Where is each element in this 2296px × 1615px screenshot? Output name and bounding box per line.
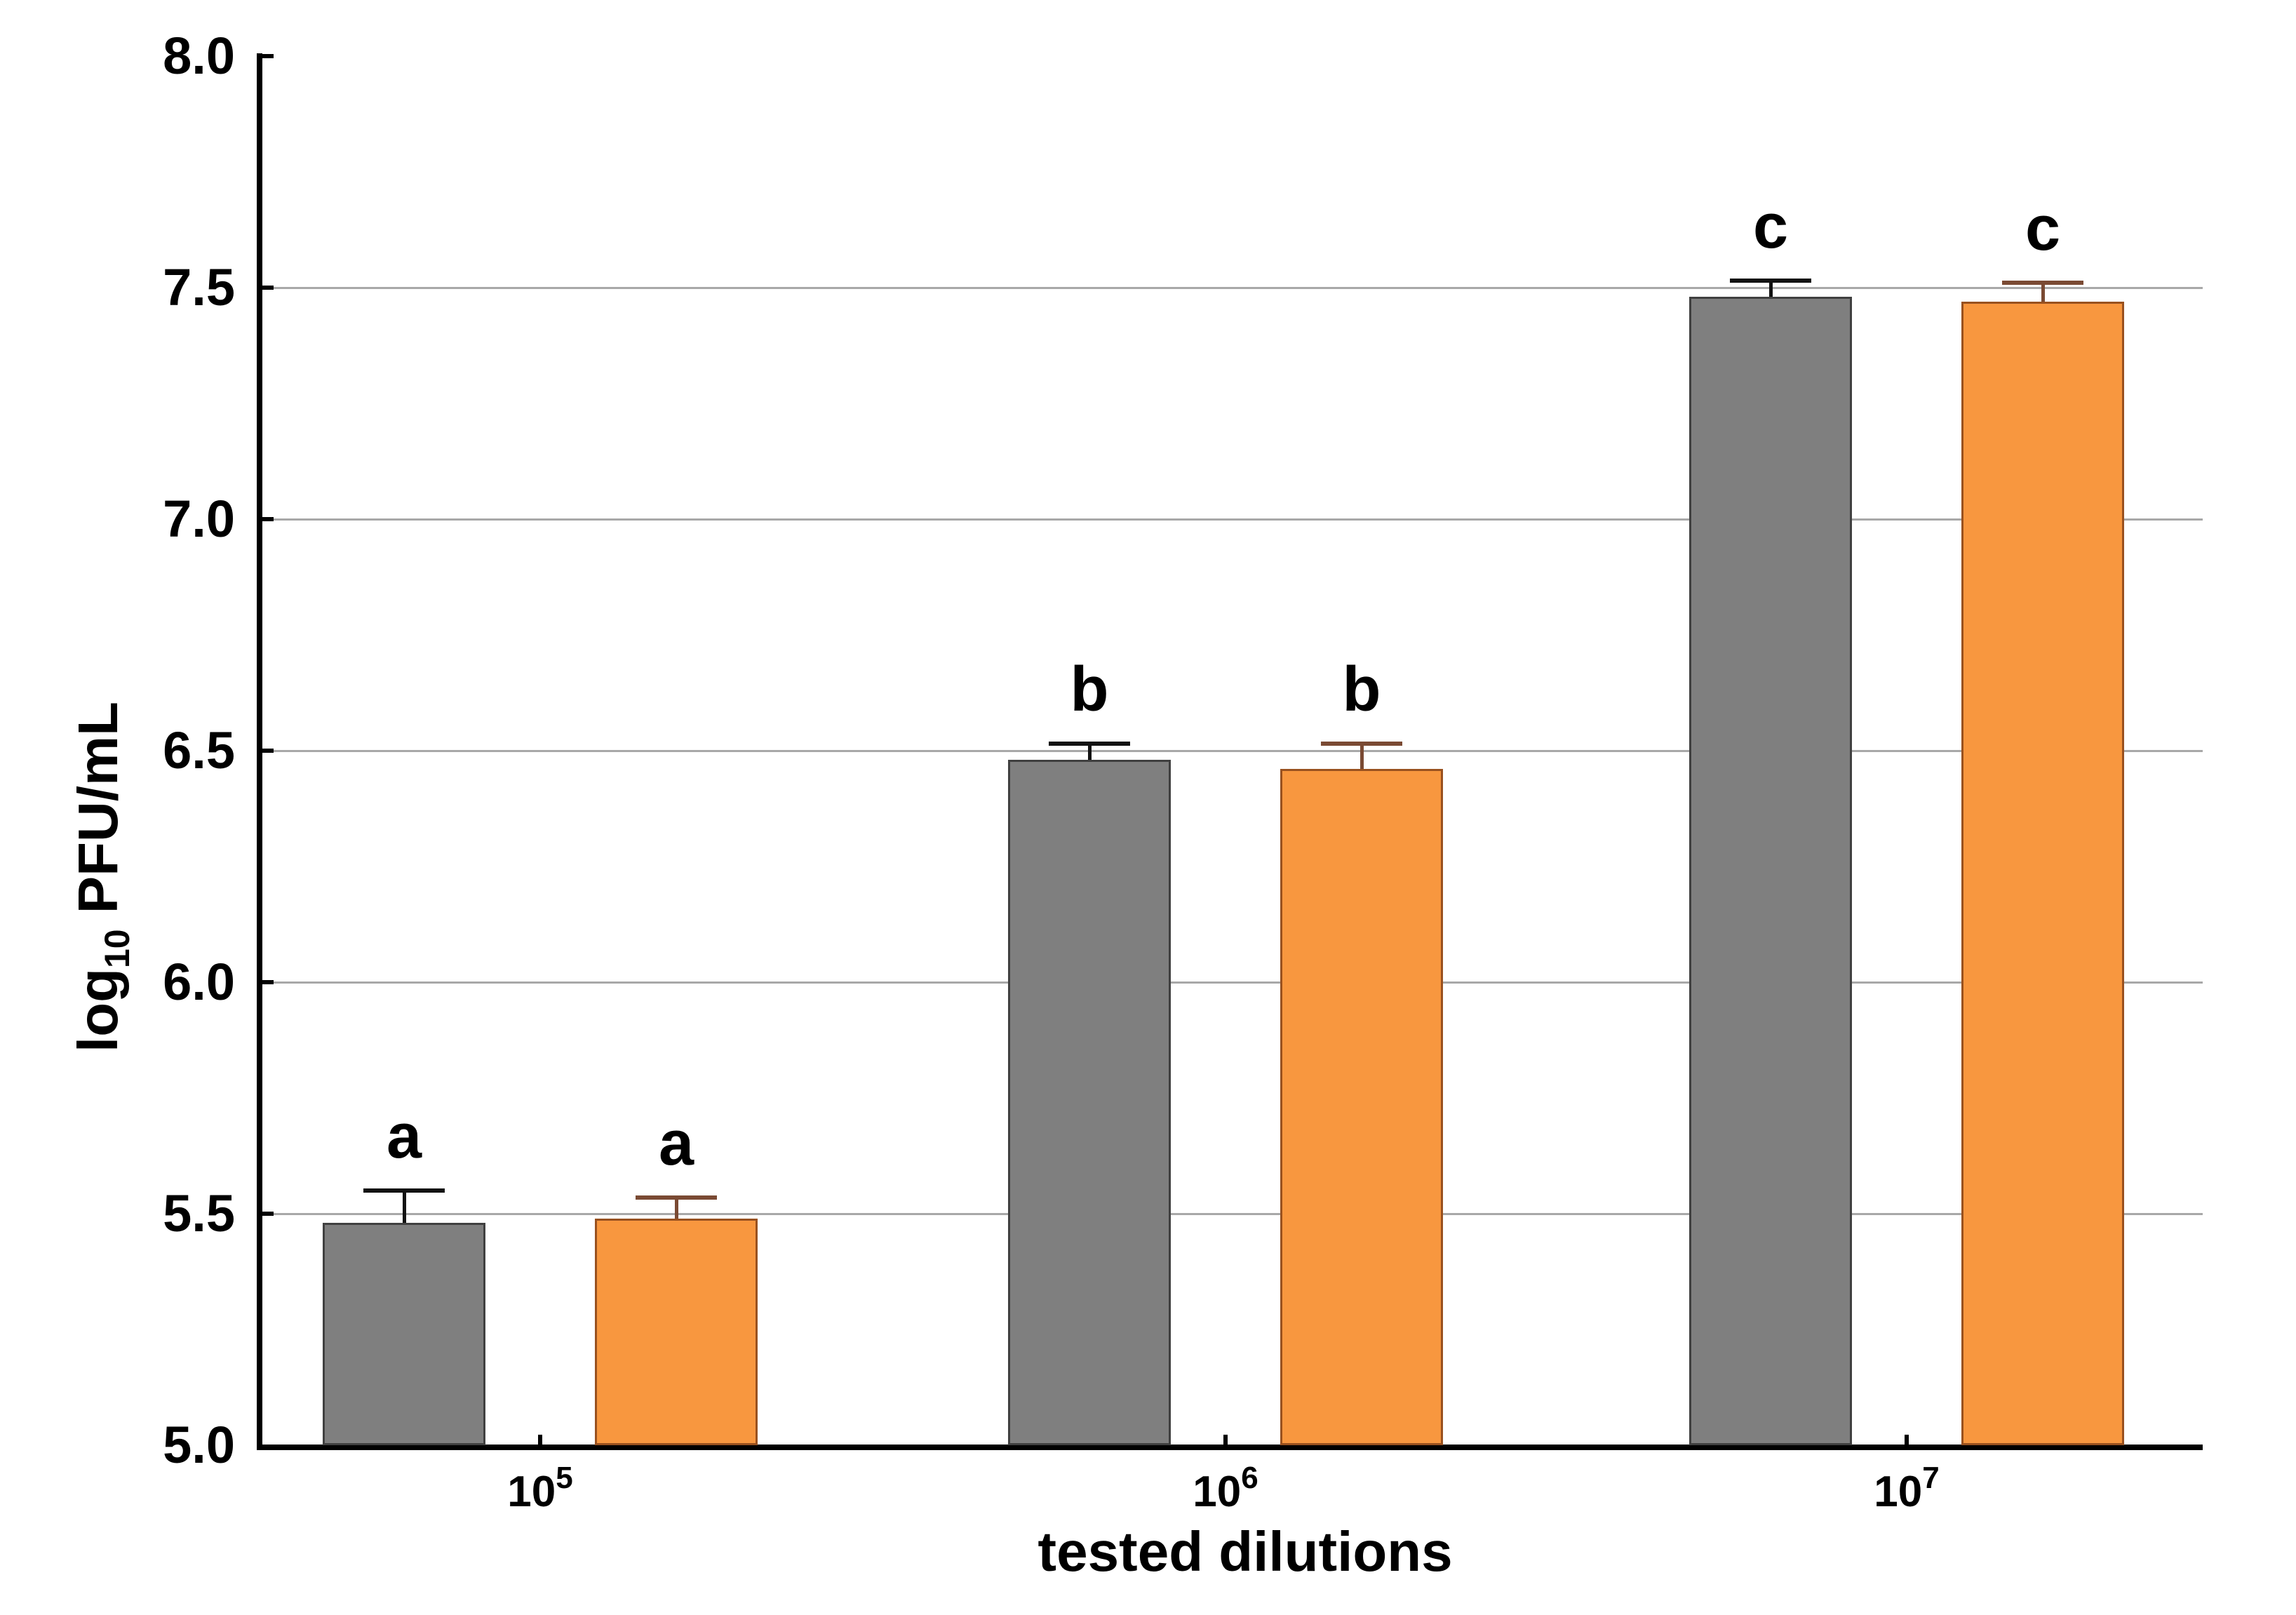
x-tick-label-exponent: 5 xyxy=(556,1461,573,1495)
y-tick-label: 5.0 xyxy=(163,1416,235,1474)
x-tick xyxy=(1223,1435,1228,1445)
error-bar-stem xyxy=(1768,281,1773,297)
error-bar-cap xyxy=(1049,742,1130,746)
significance-letter: a xyxy=(386,1101,422,1172)
y-tick xyxy=(262,517,274,521)
y-tick-label: 7.5 xyxy=(163,258,235,316)
x-tick xyxy=(538,1435,542,1445)
error-bar-cap xyxy=(1730,279,1811,283)
bar-gray xyxy=(1689,297,1852,1445)
significance-letter: c xyxy=(1752,192,1789,262)
error-bar-stem xyxy=(674,1197,678,1219)
x-tick-label-exponent: 6 xyxy=(1241,1461,1258,1495)
error-bar-cap xyxy=(363,1188,445,1193)
x-tick-label: 106 xyxy=(1193,1463,1258,1516)
y-tick-label: 7.0 xyxy=(163,490,235,548)
bar-orange xyxy=(1280,769,1443,1445)
x-tick xyxy=(1905,1435,1909,1445)
y-tick xyxy=(262,54,274,58)
significance-letter: b xyxy=(1070,655,1109,725)
y-tick xyxy=(262,1212,274,1216)
x-axis-title: tested dilutions xyxy=(1038,1520,1453,1583)
y-gridline xyxy=(262,518,2203,521)
y-tick xyxy=(262,749,274,753)
x-tick-label: 105 xyxy=(507,1463,572,1516)
y-tick-label: 6.5 xyxy=(163,721,235,779)
y-gridline xyxy=(262,1213,2203,1215)
x-axis-line xyxy=(257,1445,2203,1450)
error-bar-cap xyxy=(636,1195,717,1200)
error-bar-stem xyxy=(402,1191,406,1224)
x-tick-label: 107 xyxy=(1874,1463,1939,1516)
x-tick-label-exponent: 7 xyxy=(1922,1461,1940,1495)
x-tick-label-base: 10 xyxy=(1193,1468,1242,1516)
significance-letter: c xyxy=(2025,194,2061,264)
bar-gray xyxy=(1008,760,1171,1445)
y-axis-line xyxy=(257,53,262,1450)
bar-orange xyxy=(595,1218,758,1445)
x-tick-label-base: 10 xyxy=(507,1468,556,1516)
error-bar-cap xyxy=(2002,281,2083,286)
y-tick xyxy=(262,286,274,290)
y-tick xyxy=(262,980,274,984)
y-gridline xyxy=(262,981,2203,984)
y-gridline xyxy=(262,287,2203,289)
bar-orange xyxy=(1961,301,2124,1445)
error-bar-stem xyxy=(1360,744,1364,770)
y-tick-label: 5.5 xyxy=(163,1184,235,1242)
significance-letter: b xyxy=(1342,655,1381,725)
bar-gray xyxy=(323,1223,485,1445)
error-bar-stem xyxy=(1087,744,1092,760)
error-bar-stem xyxy=(2041,283,2045,302)
x-tick-label-base: 10 xyxy=(1874,1468,1923,1516)
significance-letter: a xyxy=(658,1108,694,1179)
y-gridline xyxy=(262,750,2203,752)
y-tick-label: 6.0 xyxy=(163,953,235,1011)
y-tick-label: 8.0 xyxy=(163,27,235,85)
error-bar-cap xyxy=(1321,742,1402,746)
